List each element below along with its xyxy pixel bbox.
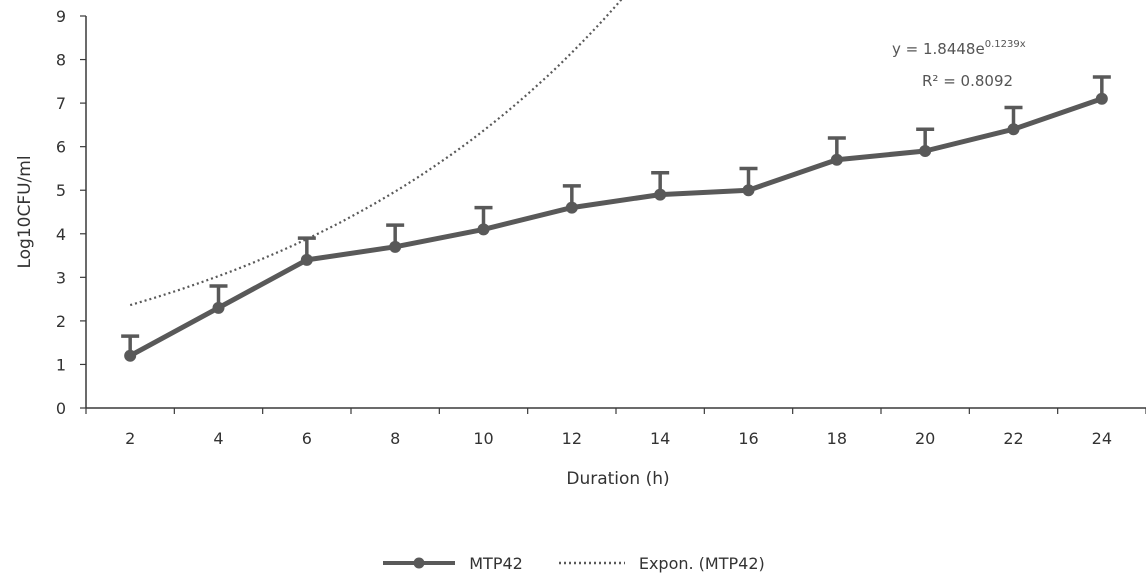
x-tick-label: 24 [1092, 429, 1112, 448]
y-tick-label: 2 [56, 312, 66, 331]
legend-line-marker-icon [383, 557, 456, 569]
y-tick-label: 5 [56, 181, 66, 200]
x-tick-label: 2 [125, 429, 135, 448]
x-tick-label: 6 [302, 429, 312, 448]
y-tick-label: 3 [56, 268, 66, 287]
x-tick-label: 8 [390, 429, 400, 448]
x-tick-label: 16 [738, 429, 758, 448]
y-axis-title: Log10CFU/ml [15, 155, 35, 268]
series-line-mtp42 [129, 96, 1103, 358]
y-tick-label: 0 [56, 399, 66, 418]
data-point [300, 253, 313, 266]
x-axis-title: Duration (h) [566, 469, 669, 489]
trendline-equation-exponent: 0.1239x [985, 39, 1026, 50]
x-tick-label: 22 [1003, 429, 1023, 448]
data-point [1007, 123, 1020, 136]
y-tick-label: 4 [56, 225, 66, 244]
y-tick-label: 1 [56, 355, 66, 374]
data-point [124, 349, 137, 362]
x-tick-label: 4 [213, 429, 223, 448]
y-tick-label: 6 [56, 138, 66, 157]
data-point [830, 153, 843, 166]
x-tick-label: 12 [562, 429, 582, 448]
legend-item-trendline: Expon. (MTP42) [557, 554, 765, 573]
data-point [919, 145, 932, 158]
x-tick-label: 10 [473, 429, 493, 448]
legend-dotted-line-icon [558, 561, 625, 565]
y-tick-label: 9 [56, 7, 66, 26]
x-tick-label: 20 [915, 429, 935, 448]
legend-label-trendline: Expon. (MTP42) [638, 553, 765, 573]
y-tick-label: 7 [56, 94, 66, 113]
trendline-r-squared: R² = 0.8092 [922, 72, 1013, 90]
data-point [477, 223, 490, 236]
trendline-equation: y = 1.8448e0.1239x [892, 39, 1026, 58]
legend-label-series: MTP42 [469, 553, 523, 573]
y-tick-label: 8 [56, 51, 66, 70]
data-point [565, 201, 578, 214]
data-point [654, 188, 667, 201]
data-point [389, 240, 402, 253]
data-point [1095, 92, 1108, 105]
legend: MTP42 Expon. (MTP42) [0, 548, 1146, 578]
trendline-equation-base: y = 1.8448e [892, 40, 985, 58]
legend-item-series: MTP42 [381, 554, 523, 573]
series-group [121, 75, 1111, 362]
data-point [742, 184, 755, 197]
x-tick-label: 18 [827, 429, 847, 448]
data-point [212, 301, 225, 314]
x-tick-label: 14 [650, 429, 670, 448]
